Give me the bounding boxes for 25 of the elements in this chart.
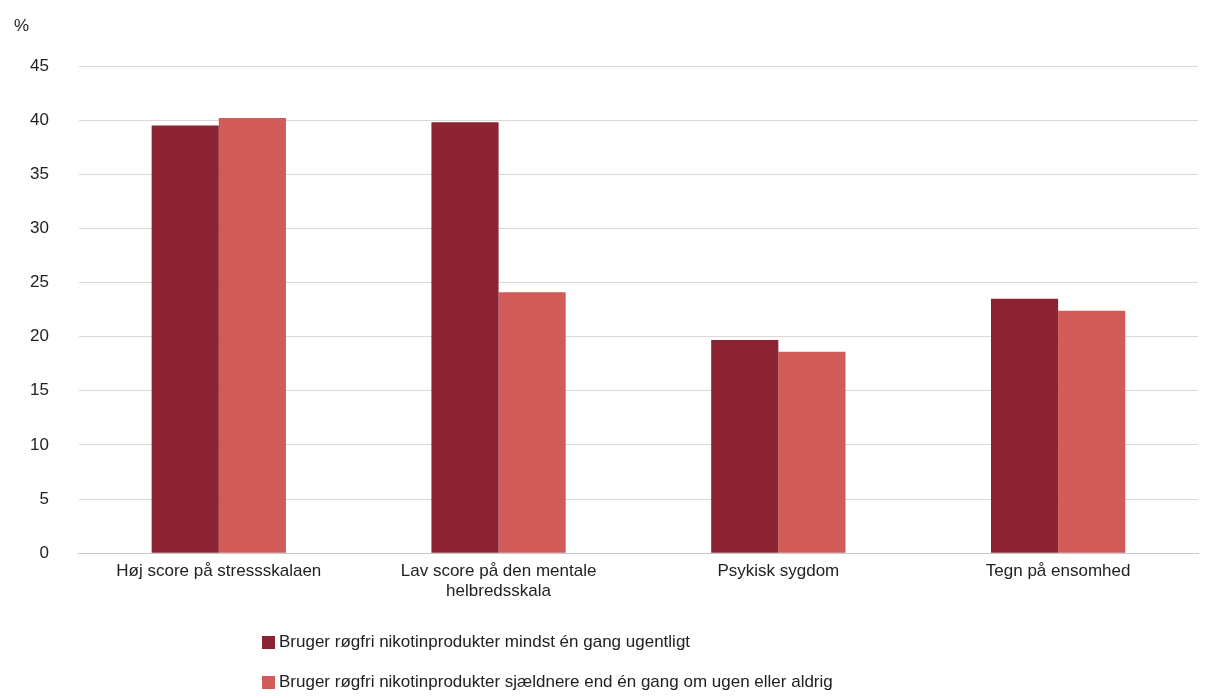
y-tick-label: 0 [39, 542, 49, 562]
y-axis-title: % [14, 15, 30, 35]
x-tick-label: Tegn på ensomhed [985, 561, 1131, 581]
y-tick-label: 25 [29, 272, 49, 292]
x-tick-label: Psykisk sygdom [717, 561, 840, 581]
bar [778, 351, 846, 553]
y-tick-label: 15 [29, 380, 49, 400]
y-tick-label: 5 [39, 488, 49, 508]
bar [711, 339, 779, 553]
y-tick-label: 45 [29, 55, 49, 75]
y-tick-label: 40 [29, 109, 49, 129]
y-tick-label: 35 [29, 163, 49, 183]
legend-label: Bruger røgfri nikotinprodukter mindst én gang ugentligt [279, 632, 691, 652]
bar [431, 122, 499, 553]
y-tick-label: 30 [29, 218, 49, 238]
legend-label: Bruger røgfri nikotinprodukter sjældnere end én gang om ugen eller aldrig [279, 672, 833, 692]
bar [151, 125, 219, 553]
bar [218, 117, 286, 553]
bar [498, 292, 566, 553]
bar [1058, 310, 1126, 553]
x-tick-label: Høj score på stressskalaen [116, 561, 322, 581]
y-tick-label: 20 [29, 326, 49, 346]
bar [990, 298, 1059, 553]
x-tick-label: Lav score på den mentale helbredsskala [400, 561, 597, 601]
y-tick-label: 10 [29, 434, 49, 454]
